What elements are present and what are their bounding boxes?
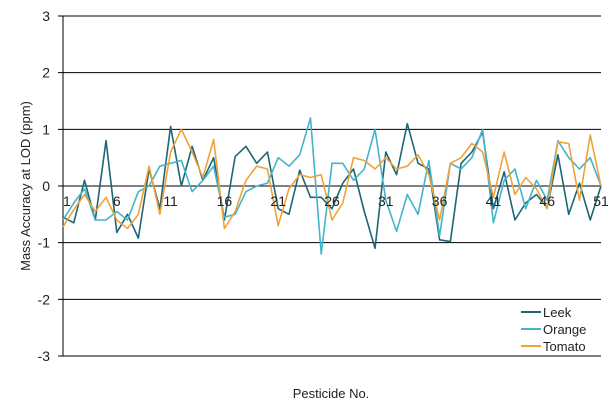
x-tick-label: 51 [593,193,609,209]
y-tick-label: 0 [42,178,50,194]
series-lines [62,117,602,255]
y-tick-label: 2 [42,65,50,81]
x-tick-labels: 1 6 11 16 21 26 31 36 41 46 51 [63,193,609,209]
x-tick-label: 6 [113,193,121,209]
x-tick-label: 11 [163,193,178,209]
y-tick-label: -3 [38,348,51,364]
y-tick-label: 3 [42,8,50,24]
series-line-tomato [62,128,602,230]
x-tick-label: 21 [270,193,286,209]
x-tick-label: 36 [432,193,448,209]
x-tick-label: 46 [539,193,555,209]
y-tick-label: -2 [38,291,51,307]
x-tick-label: 31 [378,193,394,209]
x-tick-label: 26 [324,193,340,209]
x-axis-title: Pesticide No. [293,386,370,401]
legend: Leek Orange Tomato [521,305,586,354]
legend-label-leek: Leek [543,305,572,320]
legend-label-tomato: Tomato [543,339,586,354]
x-tick-label: 1 [63,193,71,209]
y-tick-label: -1 [38,235,51,251]
y-tick-label: 1 [42,121,50,137]
y-tick-labels: 3 2 1 0 -1 -2 -3 [38,8,51,364]
x-tick-label: 16 [217,193,233,209]
x-tick-label: 41 [486,193,502,209]
y-axis-title: Mass Accuracy at LOD (ppm) [18,101,33,271]
legend-label-orange: Orange [543,322,586,337]
